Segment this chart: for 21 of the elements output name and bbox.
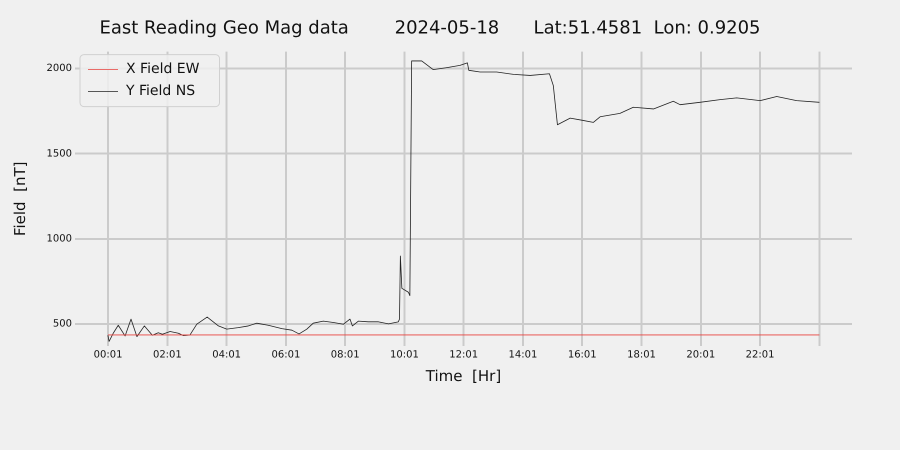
x-tick-label: 08:01 [330, 350, 360, 361]
x-tick-label: 14:01 [508, 350, 538, 361]
x-tick-label: 20:01 [686, 350, 716, 361]
x-tick-label: 04:01 [212, 350, 242, 361]
x-tick-label: 10:01 [390, 350, 419, 361]
x-tick-label: 22:01 [746, 350, 774, 361]
x-tick-label: 06:01 [271, 350, 300, 361]
x-tick-label: 18:01 [627, 350, 656, 361]
x-axis-title: Time [Hr] [424, 366, 502, 385]
chart-title: East Reading Geo Mag data 2024-05-18 Lat:51.4581 Lon: 0.9205 [99, 17, 761, 38]
legend-label: X Field EW [126, 61, 200, 78]
y-tick-label: 2000 [46, 63, 72, 74]
x-tick-label: 00:01 [94, 350, 123, 361]
y-tick-label: 500 [52, 318, 72, 330]
y-tick-label: 1500 [46, 148, 72, 160]
x-tick-label: 12:01 [449, 350, 478, 361]
x-tick-label: 02:01 [152, 350, 182, 361]
legend-label: Y Field NS [125, 83, 196, 100]
y-tick-label: 1000 [46, 233, 72, 244]
y-axis-title: Field [nT] [10, 162, 29, 236]
x-tick-label: 16:01 [568, 350, 597, 361]
